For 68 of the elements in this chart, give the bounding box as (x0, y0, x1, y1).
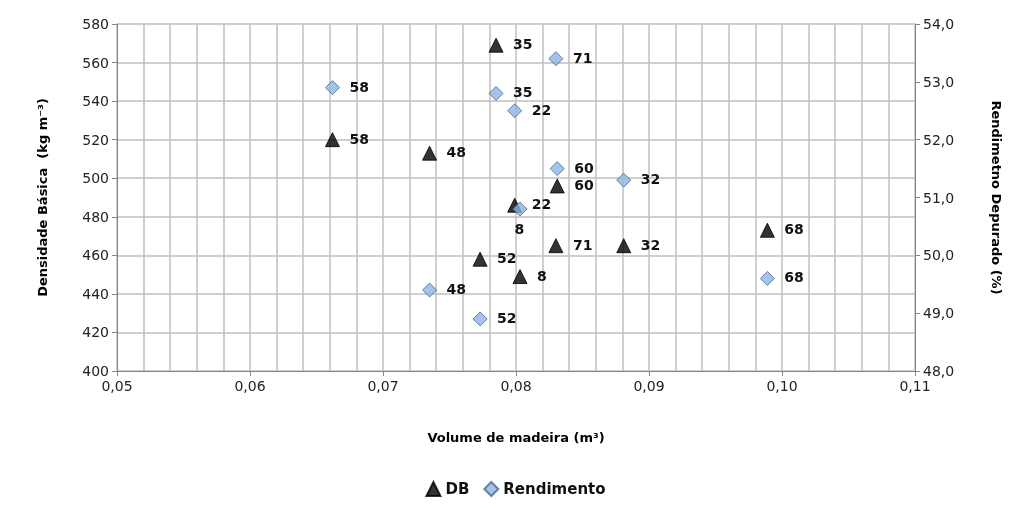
annotation: 71 (572, 49, 593, 66)
point (616, 238, 632, 254)
y2-tick-label: 53,0 (923, 73, 955, 90)
y-tick-label: 400 (82, 363, 109, 379)
point (472, 251, 488, 267)
point (507, 103, 523, 119)
point (759, 222, 775, 238)
annotation: 32 (640, 236, 661, 253)
annotation: 68 (784, 269, 804, 286)
y-tick-label: 480 (82, 208, 109, 225)
y-tick-label: 580 (82, 16, 109, 32)
point (488, 85, 504, 101)
y-tick-label: 520 (82, 131, 109, 148)
point (616, 172, 632, 188)
y-tick-label: 460 (82, 247, 109, 264)
annotation: 35 (513, 36, 533, 53)
annotation: 32 (640, 171, 661, 188)
y2-axis-title: Rendimetno Depurado (%) (989, 100, 1004, 295)
point (759, 270, 775, 286)
legend-label: DB (445, 480, 470, 498)
x-tick-label: 0,05 (101, 378, 133, 394)
x-tick-label: 0,08 (500, 378, 532, 394)
annotation: 71 (572, 236, 593, 253)
annotation: 35 (513, 84, 533, 101)
y-tick-label: 540 (82, 93, 109, 110)
y-tick-label: 420 (82, 324, 109, 341)
annotation: 58 (349, 78, 369, 95)
annotation: 48 (446, 281, 467, 298)
annotation: 60 (574, 159, 594, 176)
annotation: 58 (349, 130, 369, 147)
y-tick-label: 500 (82, 170, 109, 187)
y-tick-label: 560 (82, 54, 109, 71)
point (549, 161, 565, 177)
x-tick-label: 0,11 (899, 378, 931, 394)
point (472, 311, 488, 327)
legend-label: Rendimento (503, 480, 606, 498)
point (549, 178, 565, 194)
point (548, 51, 564, 67)
y2-tick-label: 51,0 (923, 189, 955, 206)
point (324, 80, 340, 96)
y-axis-title: Densidade Básica (kg m⁻³) (35, 98, 50, 297)
point (548, 238, 564, 254)
annotation: 22 (531, 196, 552, 213)
point (488, 37, 504, 53)
x-tick-label: 0,06 (234, 378, 266, 394)
y2-tick-label: 52,0 (923, 131, 955, 148)
x-tick-label: 0,10 (766, 378, 798, 394)
annotation: 8 (514, 221, 525, 238)
x-tick-label: 0,07 (367, 378, 399, 394)
y2-tick-label: 50,0 (923, 247, 955, 264)
y2-tick-label: 48,0 (923, 363, 955, 379)
annotation: 22 (531, 101, 552, 118)
y2-tick-label: 49,0 (923, 305, 955, 322)
y2-tick-label: 54,0 (923, 16, 955, 32)
point (422, 145, 438, 161)
annotation: 8 (536, 267, 547, 284)
annotation: 48 (446, 144, 467, 161)
point (324, 132, 340, 148)
annotation: 52 (497, 309, 517, 326)
x-axis-title: Volume de madeira (m³) (427, 430, 605, 445)
annotation: 68 (784, 221, 804, 238)
point (512, 269, 528, 285)
point (512, 201, 528, 217)
y-tick-label: 440 (82, 285, 109, 302)
annotation: 60 (574, 176, 594, 193)
point (422, 282, 438, 298)
annotation: 52 (497, 250, 517, 267)
x-tick-label: 0,09 (633, 378, 665, 394)
